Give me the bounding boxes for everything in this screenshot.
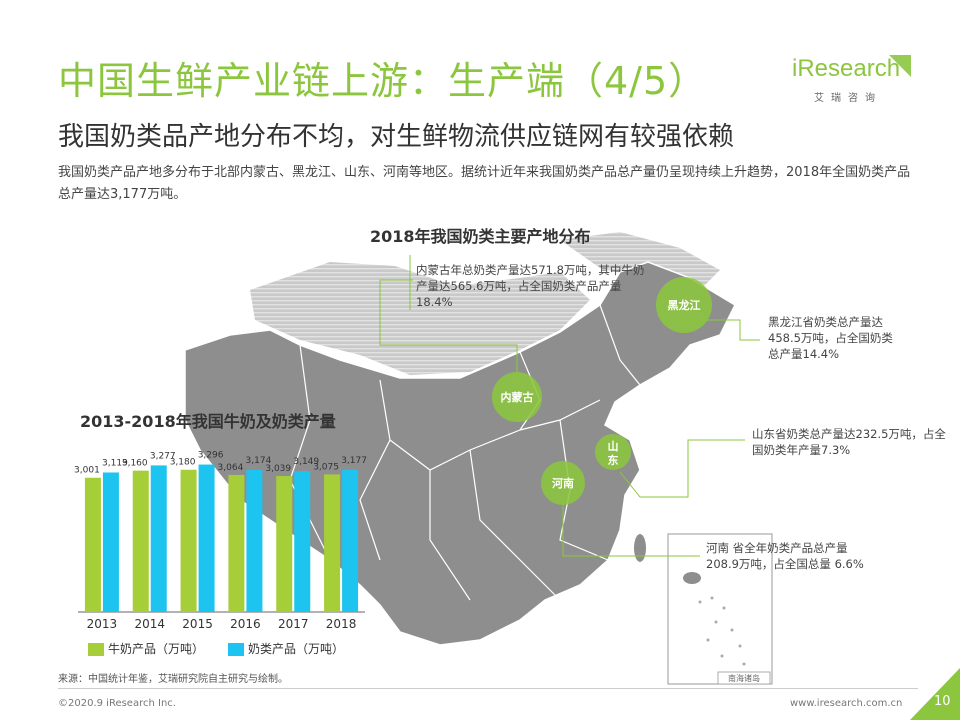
region-hlj[interactable]: 黑龙江	[656, 277, 712, 333]
data-label-milk-2015: 3,180	[170, 458, 196, 468]
inset-label: 南海诸岛	[728, 673, 760, 683]
data-label-dairy-2014: 3,277	[150, 451, 176, 461]
logo-subtitle: 艾瑞咨询	[814, 93, 882, 104]
annotation-hlj: 黑龙江省奶类总产量达458.5万吨，占全国奶类总产量14.4%	[768, 315, 893, 361]
bar-milk-2014	[132, 470, 149, 612]
bar-dairy-2015	[198, 464, 215, 612]
data-label-milk-2018: 3,075	[313, 462, 339, 472]
chart-legend: 牛奶产品（万吨） 奶类产品（万吨）	[88, 638, 368, 657]
bar-milk-2013	[84, 477, 101, 612]
mongolia-shape	[250, 262, 590, 375]
x-tick-2018: 2018	[326, 617, 357, 631]
region-label-sd: 山东	[608, 439, 619, 467]
data-label-dairy-2018: 3,177	[341, 456, 367, 466]
annotation-sd: 山东省奶类总产量达232.5万吨，占全国奶类年产量7.3%	[752, 427, 946, 457]
legend-item-milk: 牛奶产品（万吨）	[88, 642, 204, 656]
data-label-milk-2013: 3,001	[74, 466, 100, 476]
data-label-dairy-2013: 3,119	[102, 458, 128, 468]
bar-dairy-2018	[342, 469, 359, 612]
logo-wordmark: iResearch	[792, 55, 901, 82]
chart-title: 2013-2018年我国牛奶及奶类产量	[80, 412, 336, 431]
legend-swatch-dairy	[228, 643, 245, 656]
description-text: 我国奶类产品产地多分布于北部内蒙古、黑龙江、山东、河南等地区。据统计近年来我国奶…	[58, 165, 911, 202]
region-hn[interactable]: 河南	[541, 461, 585, 505]
legend-label-milk: 牛奶产品（万吨）	[108, 642, 205, 656]
x-tick-2014: 2014	[134, 617, 165, 631]
china-landmass	[184, 261, 736, 646]
annotation-hn: 河南 省全年奶类产品总产量 208.9万吨，占全国总量 6.6%	[706, 541, 864, 571]
inset-label-box	[717, 671, 771, 685]
page-corner-decoration	[910, 668, 960, 720]
bar-milk-2016	[228, 474, 245, 612]
copyright-text: ©2020.9 iResearch Inc.	[58, 698, 176, 709]
data-label-milk-2016: 3,064	[218, 463, 244, 473]
taiwan-shape	[634, 534, 646, 562]
map-title: 2018年我国奶类主要产地分布	[370, 227, 591, 246]
annotation-nmg: 内蒙古年总奶类产量达571.8万吨，其中牛奶产量达565.6万吨，占全国奶类产品…	[416, 263, 645, 309]
page-title: 中国生鲜产业链上游：生产端（4/5）	[58, 59, 708, 103]
page-number: 10	[934, 694, 951, 709]
page-subtitle: 我国奶类品产地分布不均，对生鲜物流供应链网有较强依赖	[58, 122, 735, 152]
bar-milk-2015	[180, 469, 197, 612]
bar-milk-2017	[276, 476, 293, 612]
x-tick-2015: 2015	[182, 617, 213, 631]
region-sd[interactable]: 山东	[595, 434, 631, 470]
legend-item-dairy: 奶类产品（万吨）	[228, 642, 344, 656]
region-label-hlj: 黑龙江	[668, 298, 701, 312]
iresearch-logo: iResearch 艾瑞咨询	[792, 55, 912, 105]
data-label-dairy-2016: 3,174	[246, 456, 272, 466]
data-label-dairy-2015: 3,296	[198, 451, 224, 461]
bar-dairy-2013	[102, 472, 119, 612]
region-nmg[interactable]: 内蒙古	[492, 372, 542, 422]
bar-dairy-2014	[150, 465, 167, 612]
x-tick-2013: 2013	[87, 617, 118, 631]
source-note: 来源：中国统计年鉴，艾瑞研究院自主研究与绘制。	[58, 674, 288, 685]
bar-dairy-2017	[294, 471, 311, 612]
bar-milk-2018	[324, 474, 341, 612]
data-label-dairy-2017: 3,149	[293, 457, 319, 467]
footer-divider	[58, 688, 918, 689]
islands-dots	[698, 596, 746, 666]
x-tick-2017: 2017	[278, 617, 309, 631]
legend-label-dairy: 奶类产品（万吨）	[248, 642, 345, 656]
data-label-milk-2014: 3,160	[122, 459, 148, 469]
legend-swatch-milk	[88, 643, 104, 656]
website-link[interactable]: www.iresearch.com.cn	[790, 698, 903, 709]
logo-corner-shape	[889, 55, 911, 77]
x-tick-2016: 2016	[230, 617, 261, 631]
region-label-nmg: 内蒙古	[501, 390, 534, 404]
data-label-milk-2017: 3,039	[265, 464, 291, 474]
bar-dairy-2016	[246, 470, 263, 612]
region-label-hn: 河南	[552, 476, 574, 490]
hainan-shape	[683, 572, 701, 584]
